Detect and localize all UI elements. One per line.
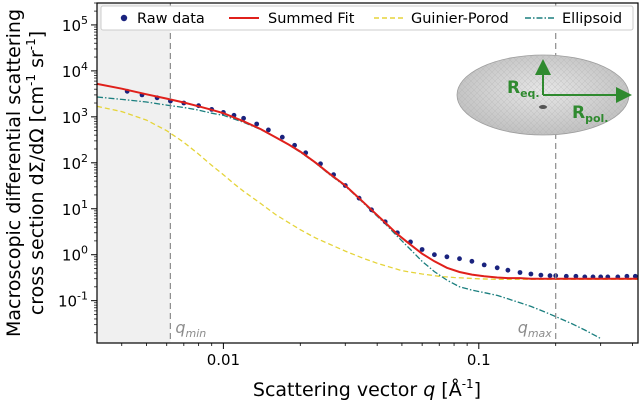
ellipsoid-pole bbox=[539, 105, 547, 109]
x-tick-label: 0.1 bbox=[467, 351, 491, 369]
data-point-raw-data bbox=[481, 262, 487, 268]
legend: Raw data Summed Fit Guinier-Porod Ellips… bbox=[100, 5, 634, 31]
q-min-label: qmin bbox=[175, 318, 206, 340]
y-tick-label: 101 bbox=[62, 198, 88, 219]
y-tick-label: 100 bbox=[62, 244, 88, 265]
legend-label-ellipsoid: Ellipsoid bbox=[562, 11, 622, 27]
legend-box bbox=[100, 5, 634, 31]
series-line-summed-fit bbox=[97, 82, 638, 280]
data-point-raw-data bbox=[538, 272, 544, 278]
series-layer bbox=[97, 82, 638, 340]
radius-equatorial-label: Req. bbox=[507, 78, 540, 100]
legend-label-raw-data: Raw data bbox=[137, 11, 205, 27]
data-point-raw-data bbox=[505, 267, 511, 273]
data-point-raw-data bbox=[432, 252, 437, 258]
x-axis-title: Scattering vector q [Å-1] bbox=[253, 377, 481, 401]
legend-label-guinier-porod: Guinier-Porod bbox=[411, 11, 509, 27]
data-point-raw-data bbox=[444, 254, 450, 260]
y-tick-label: 104 bbox=[62, 60, 88, 81]
data-point-raw-data bbox=[547, 273, 553, 279]
data-point-raw-data bbox=[528, 271, 534, 277]
radius-polar-label: Rpol. bbox=[572, 103, 608, 125]
y-tick-label: 105 bbox=[62, 14, 88, 35]
data-point-raw-data bbox=[573, 273, 579, 279]
legend-marker-raw-data bbox=[120, 14, 128, 22]
ellipsoid-inset: Req. Rpol. bbox=[456, 54, 632, 136]
q-max-label: qmax bbox=[518, 318, 553, 340]
x-tick-label: 0.01 bbox=[207, 351, 240, 369]
y-tick-label: 103 bbox=[62, 106, 88, 127]
data-point-raw-data bbox=[494, 265, 500, 271]
y-axis-title-line-2: cross section dΣ/dΩ [cm-1 sr-1] bbox=[24, 31, 48, 315]
data-point-raw-data bbox=[517, 270, 523, 275]
data-point-raw-data bbox=[624, 273, 630, 279]
data-point-raw-data bbox=[563, 273, 569, 279]
excluded-region-shading bbox=[97, 3, 171, 343]
tick-layer: 0.01 0.1 10-1 100 101 102 103 104 105 bbox=[58, 2, 633, 369]
data-point-raw-data bbox=[419, 247, 425, 252]
data-point-raw-data bbox=[457, 256, 462, 262]
series-line-guinier-porod bbox=[97, 105, 638, 281]
legend-label-summed-fit: Summed Fit bbox=[268, 11, 355, 27]
data-point-raw-data bbox=[241, 115, 247, 121]
data-point-raw-data bbox=[254, 121, 260, 127]
y-tick-label: 10-1 bbox=[58, 290, 88, 311]
plot-frame bbox=[96, 2, 639, 344]
y-axis-title-line-1: Macroscopic differential scattering bbox=[3, 9, 25, 337]
data-point-raw-data bbox=[266, 127, 271, 133]
data-point-raw-data bbox=[632, 273, 638, 279]
data-point-raw-data bbox=[279, 134, 285, 140]
y-tick-label: 102 bbox=[62, 152, 88, 173]
data-point-raw-data bbox=[469, 258, 475, 264]
